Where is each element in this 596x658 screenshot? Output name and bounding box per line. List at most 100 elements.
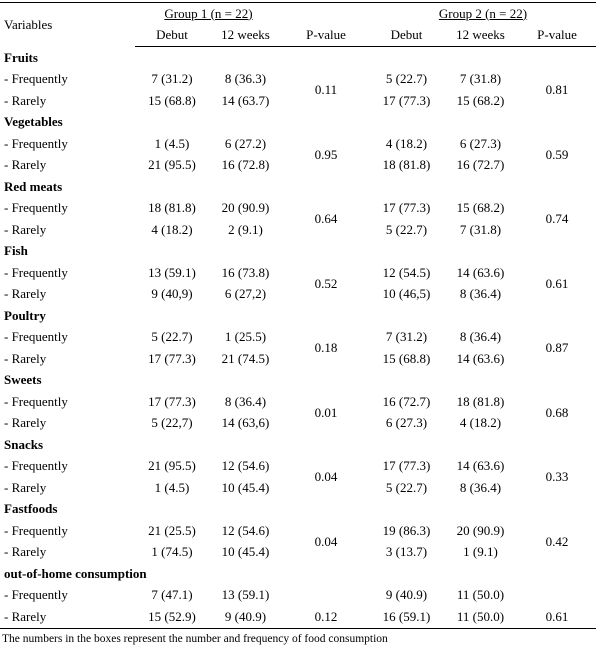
group-name: Poultry (4, 307, 46, 323)
group-row: Fastfoods (0, 499, 596, 521)
cell-value: 15 (68.2) (456, 92, 505, 108)
data-row: - Rarely 5 (22,7) 14 (63,6) 6 (27.3) 4 (18.2… (0, 413, 596, 435)
row-label: - Rarely (4, 286, 47, 302)
cell-value: 7 (47.1) (151, 587, 193, 603)
group-row: Sweets (0, 370, 596, 392)
p-value: 0.52 (314, 275, 338, 291)
cell-value: 17 (77.3) (382, 200, 431, 216)
cell-value: 7 (31.8) (459, 221, 502, 237)
p-value: 0.95 (314, 146, 338, 162)
empty-cell (282, 3, 370, 25)
cell-value: 21 (74.5) (221, 350, 270, 366)
group2-label: Group 2 (n = 22) (438, 5, 528, 21)
p-value: 0.59 (545, 146, 569, 162)
cell-value: 4 (18.2) (151, 221, 193, 237)
cell-value: 6 (27,2) (224, 286, 267, 302)
cell-value: 5 (22.7) (385, 221, 428, 237)
p-value: 0.18 (314, 340, 338, 355)
cell-value: 8 (36.4) (459, 329, 502, 345)
row-label: - Frequently (4, 135, 68, 151)
p-value: 0.42 (545, 533, 569, 549)
cell-value: 9 (40.9) (224, 608, 267, 624)
cell-value: 15 (68.8) (382, 350, 431, 366)
data-row: - Frequently 5 (22.7) 1 (25.5) 0.18 7 (31.2)… (0, 327, 596, 355)
cell-value: 6 (27.3) (459, 135, 502, 151)
data-row: - Rarely 1 (74.5) 10 (45.4) 3 (13.7) 1 (9.1) (0, 542, 596, 564)
p-value: 0.74 (545, 211, 569, 226)
row-label: - Frequently (4, 458, 68, 474)
cell-value: 4 (18.2) (385, 135, 428, 151)
cell-value: 14 (63.6) (456, 264, 505, 280)
row-label: - Rarely (4, 221, 47, 237)
group-name: Sweets (4, 372, 42, 388)
cell-value: 11 (50.0) (456, 608, 505, 624)
p-value: 0.64 (314, 211, 338, 226)
group-name: Vegetables (4, 114, 63, 130)
cell-value: 15 (68.8) (148, 92, 196, 108)
data-row: - Frequently 21 (95.5) 12 (54.6) 0.04 17 (77… (0, 456, 596, 484)
row-label: - Frequently (4, 264, 68, 280)
cell-value: 8 (36.3) (224, 71, 267, 87)
column-header: 12 weeks (443, 24, 518, 47)
p-value: 0.04 (314, 469, 338, 484)
row-label: - Rarely (4, 157, 47, 173)
p-value: 0.81 (545, 82, 569, 97)
group-name: Fastfoods (4, 501, 58, 517)
cell-value: 1 (9.1) (463, 544, 498, 560)
cell-value: 21 (95.5) (148, 458, 196, 474)
group-header: Group 1 (n = 22) (135, 3, 282, 25)
variables-header: Variables (4, 16, 53, 32)
group-name: out-of-home consumption (4, 565, 147, 581)
row-label: - Frequently (4, 522, 68, 538)
data-row: - Rarely 9 (40,9) 6 (27,2) 10 (46,5) 8 (36.4… (0, 284, 596, 306)
cell-value: 10 (45.4) (221, 544, 270, 560)
cell-value: 15 (68.2) (456, 200, 505, 216)
cell-value: 14 (63.6) (456, 458, 505, 474)
cell-value: 20 (90.9) (221, 200, 270, 216)
group-name: Fish (4, 243, 28, 259)
cell-value: 13 (59.1) (221, 587, 270, 603)
cell-value: 9 (40,9) (151, 286, 193, 302)
header-row: Variables Group 1 (n = 22) Group 2 (n = … (0, 3, 596, 32)
data-row: - Rarely 4 (18.2) 2 (9.1) 5 (22.7) 7 (31.8) (0, 219, 596, 241)
row-label: - Rarely (4, 544, 47, 560)
column-header: Debut (135, 24, 209, 47)
data-row: - Rarely 15 (52.9) 9 (40.9) 16 (59.1) 11 (50… (0, 606, 596, 628)
cell-value: 8 (36.4) (459, 286, 502, 302)
data-row: - Rarely 15 (68.8) 14 (63.7) 17 (77.3) 15 (6… (0, 90, 596, 112)
cell-value: 10 (46,5) (382, 286, 431, 302)
cell-value: 14 (63.7) (221, 92, 270, 108)
cell-value: 14 (63.6) (456, 350, 505, 366)
cell-value: 16 (72.8) (221, 157, 270, 173)
cell-value: 7 (31.2) (385, 329, 428, 345)
subheader-row: Debut 12 weeks P-value Debut 12 weeks P-value (0, 24, 596, 47)
group-name: Red meats (4, 178, 63, 194)
cell-value: 18 (81.8) (382, 157, 431, 173)
cell-value: 1 (74.5) (151, 544, 193, 560)
group-name: Fruits (4, 49, 38, 65)
cell-value: 16 (59.1) (382, 608, 431, 624)
row-label: - Rarely (4, 350, 47, 366)
row-label: - Rarely (4, 608, 47, 624)
cell-value: 19 (86.3) (382, 522, 431, 538)
row-label: - Frequently (4, 200, 68, 216)
cell-value: 18 (81.8) (148, 200, 196, 216)
cell-value: 12 (54.5) (382, 264, 431, 280)
cell-value: 15 (52.9) (148, 608, 196, 624)
cell-value: 16 (72.7) (456, 157, 505, 173)
cell-value: 4 (18.2) (459, 415, 502, 431)
cell-value: 5 (22.7) (385, 479, 428, 495)
food-table: Variables Group 1 (n = 22) Group 2 (n = … (0, 2, 596, 629)
cell-value: 17 (77.3) (382, 458, 431, 474)
group-name: Snacks (4, 436, 44, 452)
data-row: - Frequently 21 (25.5) 12 (54.6) 0.04 19 (86… (0, 520, 596, 549)
data-row: - Frequently 18 (81.8) 20 (90.9) 0.64 17 (77… (0, 198, 596, 226)
group-row: Red meats (0, 176, 596, 198)
p-value: 0.01 (314, 404, 338, 420)
column-header: P-value (518, 24, 596, 47)
cell-value: 8 (36.4) (224, 393, 267, 409)
cell-value: 13 (59.1) (148, 264, 196, 280)
p-value: 0.87 (545, 340, 569, 355)
row-label: - Frequently (4, 71, 68, 87)
data-row: - Rarely 21 (95.5) 16 (72.8) 18 (81.8) 16 (7… (0, 155, 596, 177)
